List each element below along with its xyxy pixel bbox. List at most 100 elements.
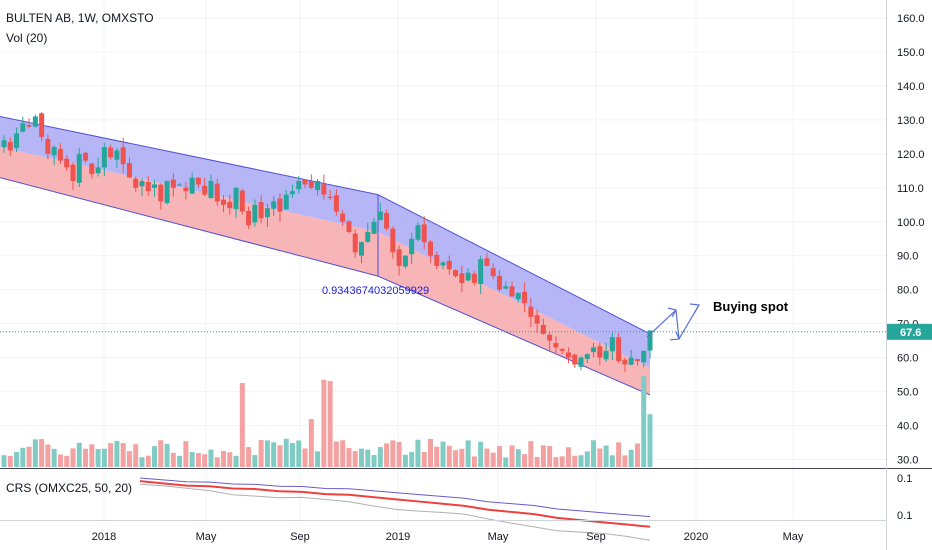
volume-bar — [14, 451, 20, 467]
volume-bar — [283, 438, 289, 467]
channel-lower-band — [0, 147, 378, 277]
channel-top-line — [0, 115, 379, 196]
candle-body — [327, 196, 333, 198]
candle-body — [490, 268, 496, 277]
candle-body — [152, 184, 158, 188]
candle-body — [484, 258, 490, 266]
crs-purple-line — [139, 477, 651, 518]
candle-body — [522, 291, 528, 304]
volume-bar — [490, 452, 496, 467]
volume-bar — [51, 448, 57, 467]
candle-body — [534, 315, 540, 324]
volume-bar — [70, 448, 76, 467]
volume-bar — [164, 443, 170, 467]
candle-body — [183, 187, 189, 192]
volume-bar — [233, 455, 239, 467]
volume-bar — [459, 448, 465, 467]
candle-body — [647, 330, 653, 351]
volume-bar — [634, 443, 640, 467]
volume-bar — [484, 448, 490, 467]
volume-bar — [540, 445, 546, 467]
time-tick-label: May — [488, 531, 509, 543]
candle-body — [227, 201, 233, 209]
volume-bar — [158, 440, 164, 467]
arrow-head — [667, 307, 677, 318]
projection-segment — [675, 310, 680, 339]
svg-text:67.6: 67.6 — [900, 327, 921, 339]
candle-body — [553, 343, 559, 348]
candle-body — [402, 255, 408, 267]
volume-bar — [578, 455, 584, 467]
volume-bars — [1, 375, 653, 467]
price-tick-label: 50.0 — [897, 387, 918, 399]
volume-bar — [45, 444, 51, 467]
candle-body — [7, 142, 13, 151]
volume-bar — [177, 455, 183, 467]
volume-bar — [152, 446, 158, 467]
time-axis[interactable]: 2018 May Sep 2019 May Sep 2020 May — [92, 531, 804, 543]
candle-body — [528, 306, 534, 317]
volume-bar — [478, 441, 484, 467]
volume-bar — [515, 449, 521, 467]
arrow-head — [689, 303, 700, 313]
candle-body — [177, 184, 183, 186]
price-tick-label: 120.0 — [897, 149, 925, 161]
candle-body — [459, 273, 465, 283]
time-tick-label: 2018 — [92, 531, 116, 543]
volume-bar — [133, 444, 139, 467]
crs-tick-label: 0.1 — [897, 510, 912, 522]
candle-body — [622, 359, 628, 365]
candle-body — [409, 238, 415, 255]
candle-body — [1, 140, 7, 148]
volume-bar — [64, 455, 70, 467]
price-tick-label: 150.0 — [897, 47, 925, 59]
candle-body — [214, 183, 220, 202]
candle-body — [572, 354, 578, 365]
candle-body — [145, 181, 151, 192]
time-tick-label: Sep — [290, 531, 310, 543]
candle-body — [352, 233, 358, 253]
candle-body — [346, 221, 352, 232]
candle-body — [95, 167, 101, 174]
candle-body — [446, 260, 452, 270]
candle-body — [340, 213, 346, 222]
volume-bar — [308, 419, 314, 467]
candle-body — [158, 184, 164, 202]
candle-body — [415, 225, 421, 240]
volume-bar — [534, 457, 540, 467]
price-tick-label: 90.0 — [897, 251, 918, 263]
channel-upper-band — [378, 194, 650, 368]
arrow-head — [669, 331, 680, 341]
candle-body — [239, 190, 245, 212]
buying-spot-annotation: Buying spot — [713, 299, 789, 314]
volume-bar — [264, 440, 270, 467]
candle-body — [114, 150, 120, 160]
volume-bar — [522, 454, 528, 467]
candle-body — [83, 152, 89, 161]
candle-body — [290, 191, 296, 195]
volume-bar — [427, 438, 433, 467]
crs-scale[interactable]: 0.1 0.1 — [897, 473, 912, 522]
candle-body — [51, 147, 57, 156]
volume-bar — [547, 445, 553, 467]
price-tick-label: 130.0 — [897, 115, 925, 127]
candle-body — [315, 181, 321, 191]
candle-body — [509, 286, 515, 297]
volume-bar — [108, 443, 114, 467]
candle-body — [434, 254, 440, 266]
volume-bar — [57, 454, 63, 467]
candle-body — [64, 158, 70, 168]
candle-body — [164, 181, 170, 203]
candle-body — [126, 163, 132, 178]
candle-body — [603, 350, 609, 360]
candle-body — [26, 125, 32, 127]
volume-bar — [239, 383, 245, 467]
volume-bar — [202, 454, 208, 467]
crs-tick-label: 0.1 — [897, 473, 912, 485]
candle-body — [365, 231, 371, 242]
price-scale[interactable]: 30.040.050.060.070.080.090.0100.0110.012… — [897, 13, 925, 467]
candle-body — [421, 224, 427, 243]
candle-body — [503, 286, 509, 289]
volume-legend: Vol (20) — [6, 31, 47, 45]
